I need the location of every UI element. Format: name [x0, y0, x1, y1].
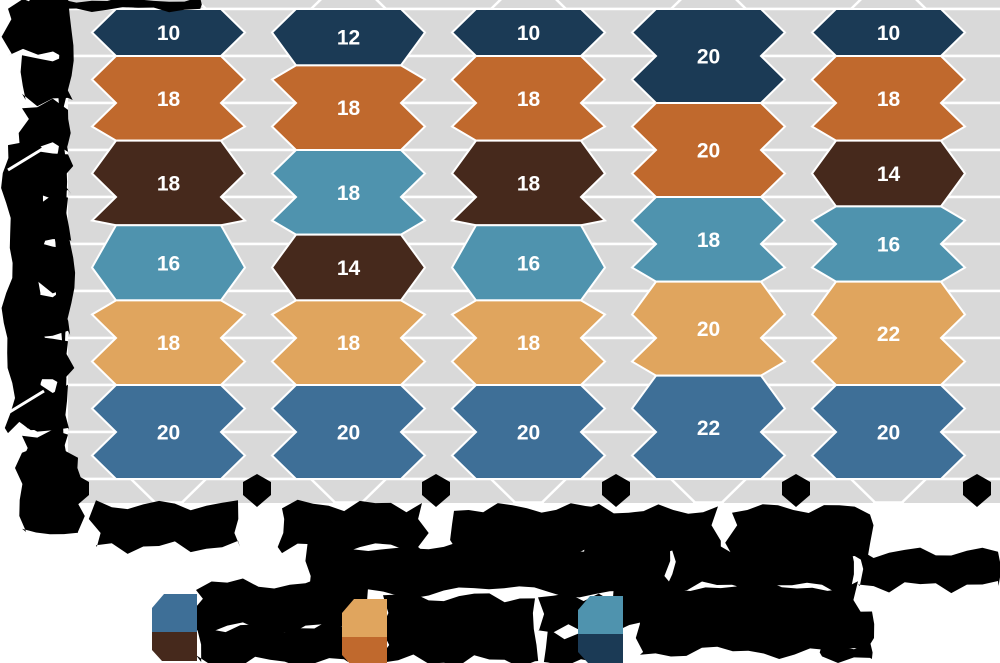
segment-value-label: 18	[157, 172, 181, 195]
segment-value-label: 18	[157, 88, 181, 111]
legend-swatch-top-3	[578, 596, 623, 634]
segment-value-label: 12	[337, 27, 360, 50]
segment-value-label: 18	[877, 88, 901, 111]
column-4: 20 20 18 20 22	[630, 8, 787, 480]
redacted-yaxis-edge-strip	[49, 0, 76, 505]
segment-blue	[810, 384, 967, 480]
pin-icon	[422, 474, 450, 507]
redacted-caption-band-3	[858, 547, 1000, 594]
redacted-ytick-0-and-pin	[15, 447, 85, 535]
segment-value-label: 18	[337, 97, 361, 120]
segment-value-label: 16	[877, 234, 900, 257]
segment-value-label: 20	[697, 318, 720, 341]
segment-blue	[450, 384, 607, 480]
segment-value-label: 18	[697, 229, 721, 252]
segment-value-label: 20	[697, 46, 720, 69]
redacted-yaxis-title-bar	[1, 138, 50, 434]
segment-value-label: 20	[337, 422, 360, 445]
redacted-legend1-label-bottom	[196, 619, 348, 663]
segment-value-label: 14	[877, 163, 901, 186]
segment-value-label: 20	[517, 422, 540, 445]
segment-value-label: 22	[697, 417, 720, 440]
pin-icon	[602, 474, 630, 507]
segment-value-label: 18	[337, 182, 361, 205]
segment-value-label: 18	[517, 332, 541, 355]
segment-value-label: 22	[877, 323, 900, 346]
redacted-legend2-label-main	[377, 593, 539, 663]
segment-value-label: 16	[157, 252, 180, 275]
pin-icon	[243, 474, 271, 507]
column-1: 10 18 18 16 18 20	[89, 8, 248, 480]
redacted-xlabel-col1	[88, 500, 241, 554]
redaction-gap-line	[7, 146, 45, 172]
redacted-xlabel-col5	[725, 504, 874, 567]
segment-blue	[90, 384, 247, 480]
redacted-caption-band-1	[305, 538, 677, 599]
redacted-legend3-label-tail	[819, 641, 873, 663]
redacted-xlabel-col2	[277, 499, 429, 554]
segment-value-label: 10	[517, 22, 540, 45]
redacted-ytick-100	[1, 0, 71, 60]
segment-value-label: 18	[517, 88, 541, 111]
legend-swatch-bottom-2	[342, 637, 387, 663]
legend-swatch-bottom-1	[152, 632, 197, 661]
redacted-legend3-label-mass-2	[635, 603, 875, 659]
segment-value-label: 10	[877, 22, 900, 45]
segment-value-label: 18	[517, 172, 541, 195]
segment-blue	[630, 374, 787, 480]
legend-swatch-top-2	[342, 599, 387, 637]
pin-icon	[782, 474, 810, 507]
segment-value-label: 20	[877, 422, 900, 445]
segment-value-label: 14	[337, 257, 361, 280]
segment-value-label: 18	[337, 332, 361, 355]
legend-swatch-top-1	[152, 594, 197, 632]
redacted-title-fragment	[26, 0, 202, 13]
column-3: 10 18 18 16 18 20	[449, 8, 608, 480]
column-2: 12 18 18 14 18 20	[270, 8, 427, 480]
legend-swatch-bottom-3	[578, 634, 623, 663]
segment-value-label: 16	[517, 252, 540, 275]
segment-value-label: 10	[157, 22, 180, 45]
segment-value-label: 20	[157, 422, 180, 445]
column-5: 10 18 14 16 22 20	[810, 8, 967, 480]
segment-value-label: 18	[157, 332, 181, 355]
redacted-caption-band-2	[666, 542, 854, 594]
redaction-gap-line	[7, 389, 45, 415]
chart-columns: 1018181618201218181418201018181618202020…	[89, 8, 967, 480]
redacted-legend1-label-top	[190, 577, 373, 635]
redacted-ytick-80	[18, 98, 71, 152]
legend	[152, 594, 623, 663]
segment-blue	[270, 384, 427, 480]
pin-icon	[963, 474, 991, 507]
segment-value-label: 20	[697, 140, 720, 163]
